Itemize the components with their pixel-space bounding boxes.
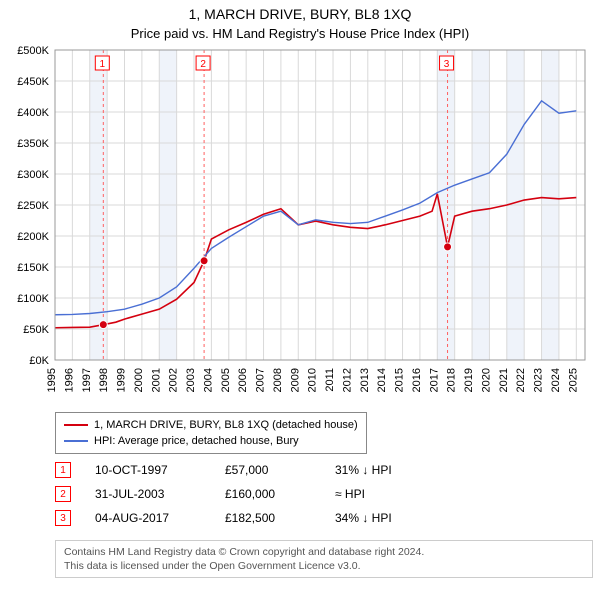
legend-swatch bbox=[64, 424, 88, 426]
svg-text:£250K: £250K bbox=[17, 200, 49, 212]
svg-text:£0K: £0K bbox=[29, 355, 49, 367]
svg-text:2018: 2018 bbox=[446, 368, 458, 392]
svg-text:2005: 2005 bbox=[220, 368, 232, 392]
legend: 1, MARCH DRIVE, BURY, BL8 1XQ (detached … bbox=[55, 412, 367, 454]
svg-text:2011: 2011 bbox=[324, 368, 336, 392]
svg-text:2020: 2020 bbox=[480, 368, 492, 392]
svg-text:£500K: £500K bbox=[17, 45, 49, 57]
svg-text:£400K: £400K bbox=[17, 107, 49, 119]
svg-text:2015: 2015 bbox=[394, 368, 406, 392]
footer-line2: This data is licensed under the Open Gov… bbox=[64, 559, 584, 573]
svg-text:2024: 2024 bbox=[550, 368, 562, 392]
svg-text:£450K: £450K bbox=[17, 76, 49, 88]
svg-text:2: 2 bbox=[200, 59, 206, 70]
svg-text:3: 3 bbox=[444, 59, 450, 70]
svg-text:2012: 2012 bbox=[341, 368, 353, 392]
sale-row: 1 10-OCT-1997£57,00031% ↓ HPI bbox=[55, 458, 445, 482]
svg-text:1998: 1998 bbox=[98, 368, 110, 392]
sale-date: 04-AUG-2017 bbox=[95, 511, 225, 525]
svg-text:1996: 1996 bbox=[63, 368, 75, 392]
svg-text:2006: 2006 bbox=[237, 368, 249, 392]
svg-text:2000: 2000 bbox=[133, 368, 145, 392]
svg-text:1999: 1999 bbox=[116, 368, 128, 392]
legend-swatch bbox=[64, 440, 88, 442]
svg-text:2002: 2002 bbox=[168, 368, 180, 392]
svg-text:2025: 2025 bbox=[567, 368, 579, 392]
sale-price: £182,500 bbox=[225, 511, 335, 525]
legend-label: HPI: Average price, detached house, Bury bbox=[94, 435, 299, 447]
chart-svg: £0K £50K £100K £150K £200K £250K £300K £350K £40… bbox=[0, 0, 600, 410]
svg-text:£350K: £350K bbox=[17, 138, 49, 150]
svg-text:2001: 2001 bbox=[150, 368, 162, 392]
sales-table: 1 10-OCT-1997£57,00031% ↓ HPI 2 31-JUL-2003… bbox=[55, 458, 445, 530]
svg-text:£200K: £200K bbox=[17, 231, 49, 243]
sale-row: 2 31-JUL-2003£160,000≈ HPI bbox=[55, 482, 445, 506]
svg-text:2009: 2009 bbox=[289, 368, 301, 392]
svg-text:2013: 2013 bbox=[359, 368, 371, 392]
svg-text:£150K: £150K bbox=[17, 262, 49, 274]
legend-row: HPI: Average price, detached house, Bury bbox=[64, 433, 358, 449]
sale-marker-box: 2 bbox=[55, 486, 71, 502]
legend-label: 1, MARCH DRIVE, BURY, BL8 1XQ (detached … bbox=[94, 419, 358, 431]
svg-text:2008: 2008 bbox=[272, 368, 284, 392]
svg-text:£300K: £300K bbox=[17, 169, 49, 181]
svg-text:1: 1 bbox=[100, 59, 106, 70]
sale-relation: 34% ↓ HPI bbox=[335, 511, 445, 525]
sale-relation: 31% ↓ HPI bbox=[335, 463, 445, 477]
sale-marker-box: 1 bbox=[55, 462, 71, 478]
svg-text:1995: 1995 bbox=[46, 368, 58, 392]
footer-line1: Contains HM Land Registry data © Crown c… bbox=[64, 545, 584, 559]
sale-date: 31-JUL-2003 bbox=[95, 487, 225, 501]
sale-row: 3 04-AUG-2017£182,50034% ↓ HPI bbox=[55, 506, 445, 530]
sale-marker-box: 3 bbox=[55, 510, 71, 526]
svg-text:£50K: £50K bbox=[23, 324, 49, 336]
svg-text:2021: 2021 bbox=[498, 368, 510, 392]
svg-text:2010: 2010 bbox=[307, 368, 319, 392]
svg-text:£100K: £100K bbox=[17, 293, 49, 305]
sale-price: £57,000 bbox=[225, 463, 335, 477]
svg-text:2003: 2003 bbox=[185, 368, 197, 392]
sale-date: 10-OCT-1997 bbox=[95, 463, 225, 477]
sale-relation: ≈ HPI bbox=[335, 487, 445, 501]
svg-text:2019: 2019 bbox=[463, 368, 475, 392]
attribution-footer: Contains HM Land Registry data © Crown c… bbox=[55, 540, 593, 578]
legend-row: 1, MARCH DRIVE, BURY, BL8 1XQ (detached … bbox=[64, 417, 358, 433]
svg-text:2022: 2022 bbox=[515, 368, 527, 392]
svg-text:2017: 2017 bbox=[428, 368, 440, 392]
sale-price: £160,000 bbox=[225, 487, 335, 501]
svg-text:2004: 2004 bbox=[202, 368, 214, 392]
svg-text:2023: 2023 bbox=[533, 368, 545, 392]
svg-text:1997: 1997 bbox=[81, 368, 93, 392]
svg-text:2007: 2007 bbox=[255, 368, 267, 392]
svg-text:2016: 2016 bbox=[411, 368, 423, 392]
svg-text:2014: 2014 bbox=[376, 368, 388, 392]
